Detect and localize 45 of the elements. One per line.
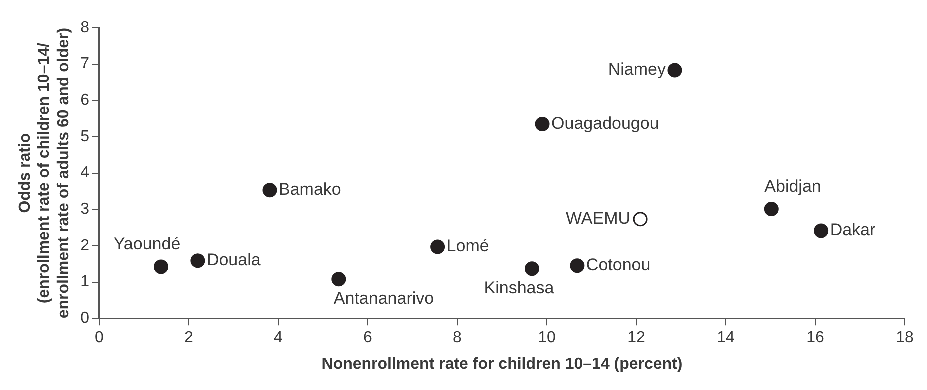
y-tick-label: 7: [80, 56, 90, 73]
x-tick-label: 18: [896, 330, 914, 347]
y-tick-label: 3: [80, 201, 90, 218]
point: [430, 240, 446, 254]
annotation: Cotonou: [586, 256, 651, 275]
y-axis-title: Odds ratio (enrollment rate of children 10–14/ enrollment rate of adults 60 and older): [17, 28, 72, 319]
annotation: Ouagadougou: [552, 114, 660, 133]
x-tick-label: 12: [628, 330, 646, 347]
point: [814, 224, 829, 238]
x-tick-label: 16: [806, 330, 824, 347]
point: [633, 212, 648, 227]
x-tick-label: 0: [95, 330, 104, 347]
annotation: Abidjan: [764, 176, 822, 196]
annotation: Kinshasa: [484, 278, 555, 298]
point: [764, 202, 779, 217]
point: [570, 258, 585, 274]
annotation: Yaoundé: [114, 234, 181, 254]
point: [190, 254, 206, 268]
y-tick-label: 1: [80, 274, 90, 291]
annotation: Antananarivo: [334, 289, 434, 308]
annotation: Lomé: [446, 236, 490, 256]
x-tick-label: 8: [453, 330, 462, 347]
y-tick-label: 6: [80, 92, 90, 110]
point: [332, 272, 346, 287]
y-tick-label: 2: [80, 237, 90, 254]
x-tick-label: 14: [717, 330, 735, 347]
y-tick-label: 0: [80, 310, 90, 328]
point: [154, 260, 169, 274]
y-tick-label: 5: [80, 128, 90, 146]
point: [524, 262, 540, 276]
x-tick-label: 2: [184, 330, 194, 347]
point: [535, 117, 550, 132]
annotation: WAEMU: [566, 209, 631, 228]
x-tick-label: 10: [538, 330, 556, 347]
y-tick-label: 4: [80, 164, 90, 182]
x-tick-label: 6: [364, 330, 373, 347]
annotation: Niamey: [608, 60, 666, 80]
y-tick-label: 8: [80, 19, 90, 36]
annotation: Dakar: [830, 220, 876, 240]
x-tick-label: 4: [274, 330, 284, 347]
annotation: Bamako: [278, 180, 342, 200]
point: [262, 183, 278, 198]
x-axis-title: Nonenrollment rate for children 10–14 (percent): [322, 356, 683, 373]
annotation: Douala: [206, 250, 262, 270]
point: [668, 63, 682, 78]
